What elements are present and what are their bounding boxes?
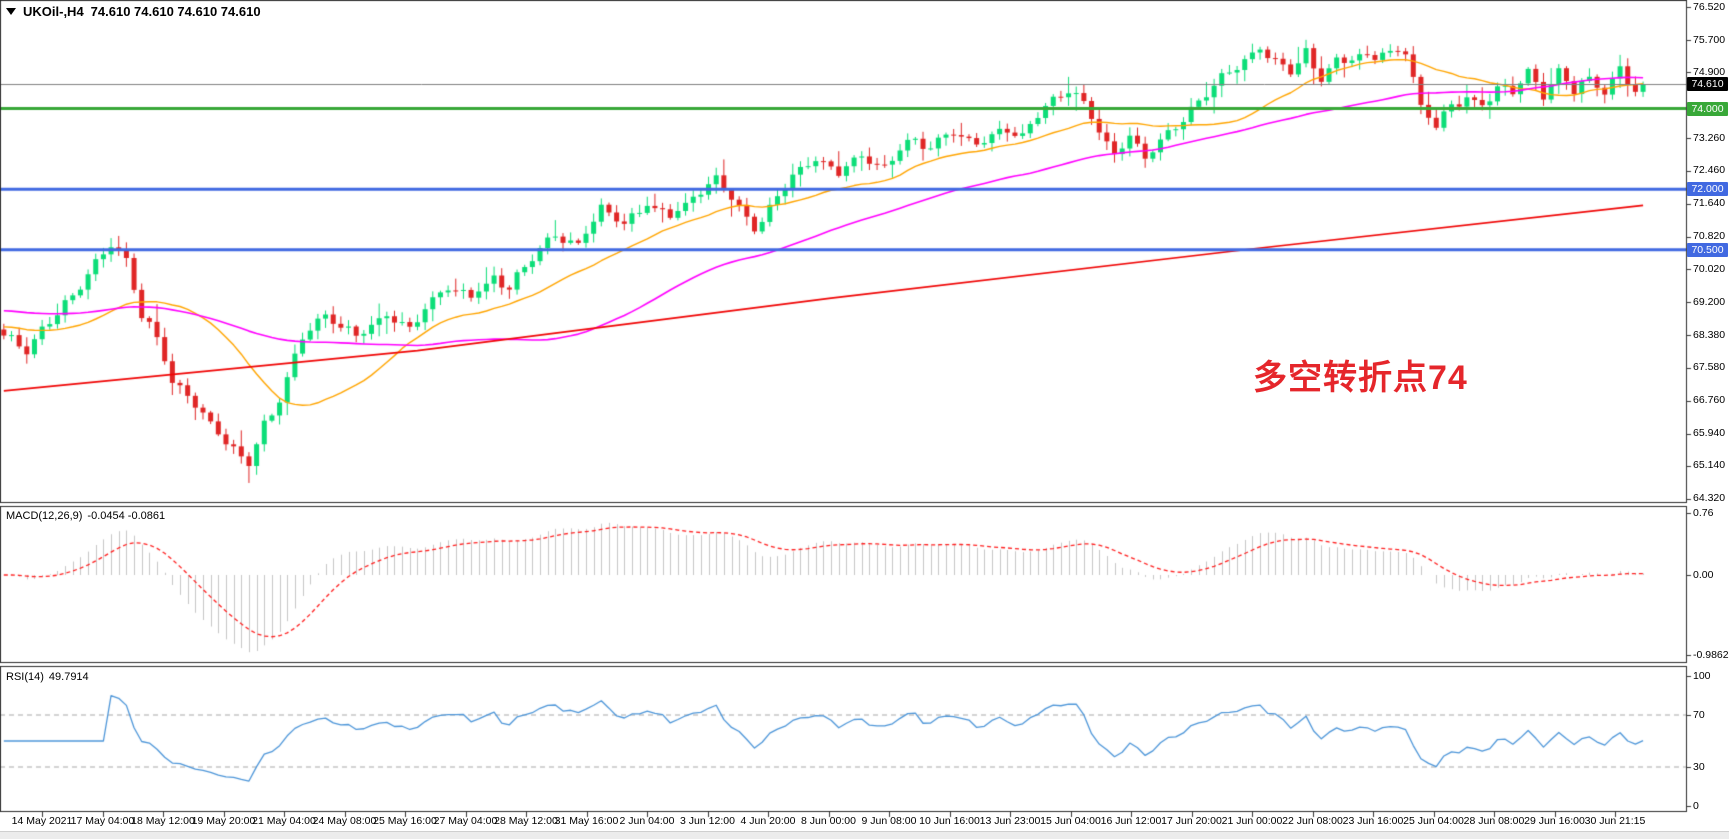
rsi-tick-label: 30	[1693, 760, 1705, 773]
price-badge-current-price: 74.610	[1687, 77, 1728, 92]
price-tick-label: 74.900	[1693, 65, 1726, 78]
time-tick-label: 25 Jun 04:00	[1403, 815, 1464, 827]
rsi-values: 49.7914	[48, 671, 89, 683]
macd-tick-label: -0.9862	[1693, 648, 1729, 661]
time-tick-label: 27 May 04:00	[433, 815, 498, 827]
price-tick-label: 64.320	[1693, 492, 1726, 505]
price-tick-label: 72.460	[1693, 164, 1726, 177]
price-tick-label: 70.820	[1693, 230, 1726, 243]
time-tick-label: 17 Jun 20:00	[1161, 815, 1222, 827]
price-badge-level: 70.500	[1687, 242, 1728, 257]
time-tick-label: 21 May 04:00	[252, 815, 316, 827]
time-tick-label: 30 Jun 21:15	[1584, 815, 1646, 827]
collapse-triangle-icon[interactable]	[6, 8, 16, 15]
macd-values: -0.0454 -0.0861	[87, 510, 166, 522]
chart-annotation-text: 多空转折点74	[1253, 359, 1468, 397]
macd-indicator-label: MACD(12,26,9) -0.0454 -0.0861	[6, 510, 170, 522]
time-tick-label: 8 Jun 00:00	[801, 815, 856, 827]
time-tick-label: 10 Jun 16:00	[919, 815, 980, 827]
time-tick-label: 19 May 20:00	[191, 815, 256, 827]
price-tick-label: 68.380	[1693, 328, 1726, 341]
time-tick-label: 23 Jun 16:00	[1342, 815, 1404, 827]
time-tick-label: 18 May 12:00	[131, 815, 195, 827]
rsi-tick-label: 70	[1693, 708, 1705, 721]
price-tick-label: 66.760	[1693, 394, 1726, 407]
time-tick-label: 2 Jun 04:00	[619, 815, 675, 827]
price-tick-label: 73.260	[1693, 131, 1726, 144]
time-tick-label: 24 May 08:00	[312, 815, 377, 827]
time-tick-label: 29 Jun 16:00	[1524, 815, 1585, 827]
rsi-tick-label: 100	[1693, 669, 1711, 682]
price-tick-label: 70.020	[1693, 262, 1726, 275]
time-tick-label: 13 Jun 23:00	[979, 815, 1041, 827]
macd-tick-label: 0.00	[1693, 568, 1714, 581]
time-tick-label: 4 Jun 20:00	[740, 815, 796, 827]
time-tick-label: 28 May 12:00	[494, 815, 558, 827]
macd-name: MACD(12,26,9)	[6, 510, 83, 522]
price-tick-label: 71.640	[1693, 197, 1726, 210]
price-tick-label: 69.200	[1693, 295, 1726, 308]
time-tick-label: 21 Jun 00:00	[1221, 815, 1283, 827]
time-tick-label: 3 Jun 12:00	[680, 815, 735, 827]
time-tick-label: 22 Jun 08:00	[1282, 815, 1343, 827]
symbol-title: UKOil-,H4 74.610 74.610 74.610 74.610	[6, 4, 261, 19]
time-tick-label: 14 May 2021	[11, 815, 73, 827]
time-tick-label: 16 Jun 12:00	[1100, 815, 1162, 827]
symbol-label: UKOil-,H4	[23, 4, 84, 19]
rsi-name: RSI(14)	[6, 671, 44, 683]
price-badge-level: 72.000	[1687, 182, 1728, 197]
price-tick-label: 65.140	[1693, 459, 1726, 472]
time-tick-label: 15 Jun 04:00	[1040, 815, 1101, 827]
price-tick-label: 65.940	[1693, 427, 1726, 440]
time-tick-label: 28 Jun 08:00	[1463, 815, 1525, 827]
rsi-indicator-label: RSI(14) 49.7914	[6, 671, 94, 683]
rsi-tick-label: 0	[1693, 799, 1699, 812]
price-tick-label: 76.520	[1693, 0, 1726, 13]
price-tick-label: 67.580	[1693, 361, 1726, 374]
bottom-strip	[0, 831, 1729, 839]
price-tick-label: 75.700	[1693, 33, 1726, 46]
time-tick-label: 17 May 04:00	[70, 815, 135, 827]
time-tick-label: 25 May 16:00	[373, 815, 437, 827]
time-tick-label: 31 May 16:00	[554, 815, 619, 827]
price-badge-level: 74.000	[1687, 101, 1728, 116]
macd-tick-label: 0.76	[1693, 506, 1714, 519]
time-tick-label: 9 Jun 08:00	[861, 815, 917, 827]
ohlc-values: 74.610 74.610 74.610 74.610	[90, 4, 261, 19]
